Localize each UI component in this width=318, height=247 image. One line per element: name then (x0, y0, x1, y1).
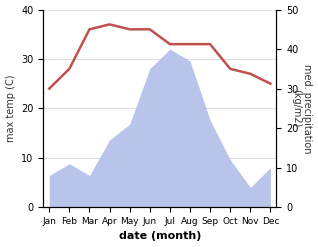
Y-axis label: max temp (C): max temp (C) (5, 75, 16, 142)
X-axis label: date (month): date (month) (119, 231, 201, 242)
Y-axis label: med. precipitation
(kg/m2): med. precipitation (kg/m2) (291, 64, 313, 153)
